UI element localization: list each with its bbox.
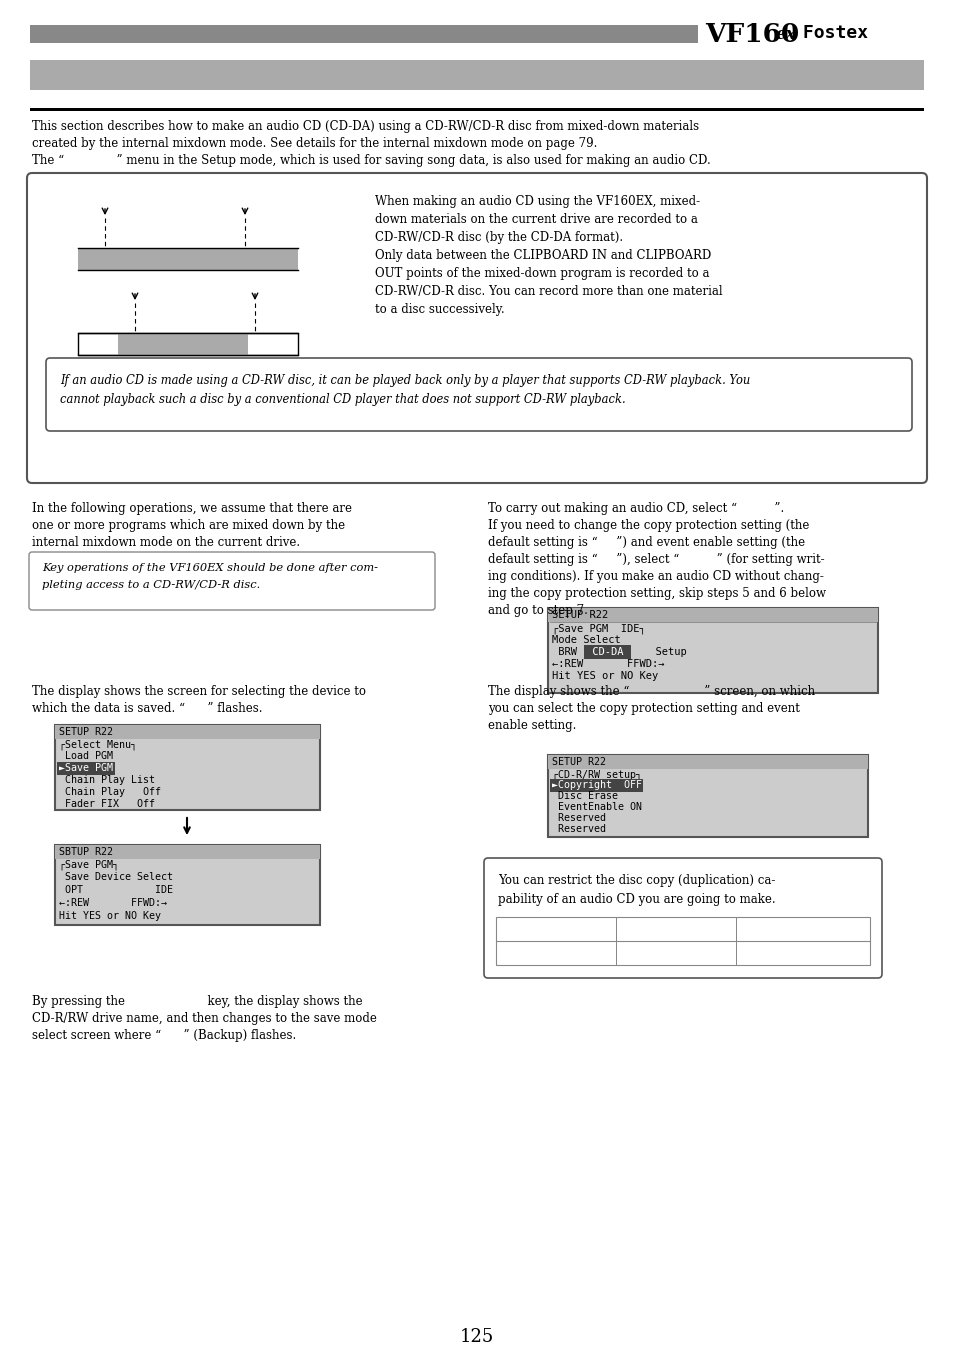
Text: you can select the copy protection setting and event: you can select the copy protection setti… [488,703,799,715]
Text: Only data between the CLIPBOARD IN and CLIPBOARD: Only data between the CLIPBOARD IN and C… [375,249,711,262]
Text: 125: 125 [459,1328,494,1346]
Bar [547,608,877,621]
Text: Save Device Select: Save Device Select [59,871,172,882]
Text: CD-RW/CD-R disc. You can record more than one material: CD-RW/CD-R disc. You can record more tha… [375,285,721,299]
Bar [547,608,877,693]
Bar [78,332,297,355]
Text: SETUP R22: SETUP R22 [552,757,605,767]
Bar [616,917,617,965]
Text: EventEnable ON: EventEnable ON [552,802,641,812]
Text: Load PGM: Load PGM [59,751,112,761]
Text: Fostex: Fostex [791,24,867,42]
Text: Mode Select: Mode Select [552,635,620,644]
Text: ing conditions). If you make an audio CD without chang-: ing conditions). If you make an audio CD… [488,570,823,584]
Text: pleting access to a CD-RW/CD-R disc.: pleting access to a CD-RW/CD-R disc. [42,580,260,590]
Text: ┌Select Menu┐: ┌Select Menu┐ [59,739,137,750]
Text: which the data is saved. “      ” flashes.: which the data is saved. “ ” flashes. [32,703,262,715]
Text: default setting is “     ”) and event enable setting (the: default setting is “ ”) and event enable… [488,536,804,549]
Text: When making an audio CD using the VF160EX, mixed-: When making an audio CD using the VF160E… [375,195,700,208]
Text: If you need to change the copy protection setting (the: If you need to change the copy protectio… [488,519,808,532]
Text: SETUP R22: SETUP R22 [552,611,608,620]
Text: Reserved: Reserved [552,824,605,834]
Text: By pressing the                      key, the display shows the: By pressing the key, the display shows t… [32,994,362,1008]
Text: and go to step 7.: and go to step 7. [488,604,587,617]
Text: The display shows the screen for selecting the device to: The display shows the screen for selecti… [32,685,366,698]
Bar [55,844,319,859]
Bar [78,249,297,270]
Text: one or more programs which are mixed down by the: one or more programs which are mixed dow… [32,519,345,532]
Text: The display shows the “                    ” screen, on which: The display shows the “ ” screen, on whi… [488,685,814,698]
Text: enable setting.: enable setting. [488,719,576,732]
Text: Chain Play List: Chain Play List [59,775,154,785]
Text: This section describes how to make an audio CD (CD-DA) using a CD-RW/CD-R disc f: This section describes how to make an au… [32,120,699,132]
Text: BRW: BRW [552,647,577,657]
Text: ┌CD-R/RW setup┐: ┌CD-R/RW setup┐ [552,769,641,780]
Text: Hit YES or NO Key: Hit YES or NO Key [59,911,161,921]
FancyBboxPatch shape [483,858,882,978]
Text: ing the copy protection setting, skip steps 5 and 6 below: ing the copy protection setting, skip st… [488,586,825,600]
Text: default setting is “     ”), select “          ” (for setting writ-: default setting is “ ”), select “ ” (for… [488,553,823,566]
Text: ←:REW       FFWD:→: ←:REW FFWD:→ [59,898,167,908]
FancyBboxPatch shape [46,358,911,431]
Bar [55,725,319,739]
Text: Disc Erase: Disc Erase [552,790,618,801]
Text: CD-DA: CD-DA [585,647,629,657]
Bar [547,755,867,769]
Text: To carry out making an audio CD, select “          ”.: To carry out making an audio CD, select … [488,503,783,515]
Bar [55,844,319,925]
Bar [30,108,923,111]
Text: down materials on the current drive are recorded to a: down materials on the current drive are … [375,213,698,226]
Bar [30,59,923,91]
Text: ┌Save PGM  IDE┐: ┌Save PGM IDE┐ [552,623,645,634]
Text: ←:REW       FFWD:→: ←:REW FFWD:→ [552,659,664,669]
Text: OUT points of the mixed-down program is recorded to a: OUT points of the mixed-down program is … [375,267,709,280]
Text: Hit YES or NO Key: Hit YES or NO Key [552,671,658,681]
Text: pability of an audio CD you are going to make.: pability of an audio CD you are going to… [497,893,775,907]
Text: internal mixdown mode on the current drive.: internal mixdown mode on the current dri… [32,536,300,549]
Text: Chain Play   Off: Chain Play Off [59,788,161,797]
Text: ┌Save PGM┐: ┌Save PGM┐ [59,859,119,870]
Text: SETUP R22: SETUP R22 [59,727,112,738]
Text: Fader FIX   Off: Fader FIX Off [59,798,154,809]
FancyBboxPatch shape [29,553,435,611]
Text: cannot playback such a disc by a conventional CD player that does not support CD: cannot playback such a disc by a convent… [60,393,625,407]
Text: VF160: VF160 [704,22,799,47]
Text: select screen where “      ” (Backup) flashes.: select screen where “ ” (Backup) flashes… [32,1029,296,1042]
Text: ex: ex [774,26,795,43]
Text: In the following operations, we assume that there are: In the following operations, we assume t… [32,503,352,515]
Bar [547,755,867,838]
Bar [496,917,869,965]
Text: CD-R/RW drive name, and then changes to the save mode: CD-R/RW drive name, and then changes to … [32,1012,376,1025]
Text: ►Save PGM: ►Save PGM [59,763,112,773]
Text: The “              ” menu in the Setup mode, which is used for saving song data,: The “ ” menu in the Setup mode, which is… [32,154,710,168]
FancyBboxPatch shape [27,173,926,484]
Text: created by the internal mixdown mode. See details for the internal mixdown mode : created by the internal mixdown mode. Se… [32,136,597,150]
Text: Key operations of the VF160EX should be done after com-: Key operations of the VF160EX should be … [42,563,377,573]
Text: You can restrict the disc copy (duplication) ca-: You can restrict the disc copy (duplicat… [497,874,775,888]
Text: to a disc successively.: to a disc successively. [375,303,504,316]
Bar [118,332,248,355]
Text: Reserved: Reserved [552,813,605,823]
Bar [55,725,319,811]
Text: SBTUP R22: SBTUP R22 [59,847,112,857]
Text: Setup: Setup [642,647,686,657]
Text: ►Copyright  OFF: ►Copyright OFF [552,780,641,790]
Text: CD-RW/CD-R disc (by the CD-DA format).: CD-RW/CD-R disc (by the CD-DA format). [375,231,622,245]
Bar [30,26,698,43]
Text: OPT            IDE: OPT IDE [59,885,172,894]
Bar [735,917,737,965]
Text: If an audio CD is made using a CD-RW disc, it can be played back only by a playe: If an audio CD is made using a CD-RW dis… [60,374,749,386]
